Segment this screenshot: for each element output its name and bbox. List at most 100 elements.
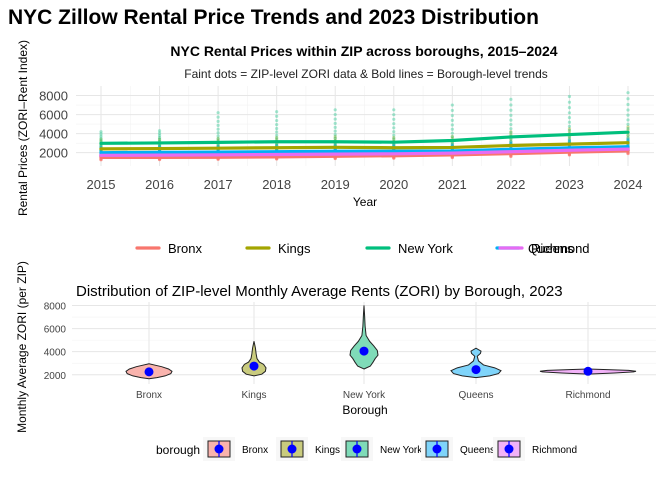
zip-dot-kings [567,137,572,141]
zip-dot-bronx [567,153,572,157]
zip-dot-new-york [392,122,396,126]
zip-dot-new-york [157,137,162,142]
zip-dot-new-york [509,122,513,127]
zip-dot-new-york [216,127,220,131]
zip-dot-kings [275,143,279,147]
zip-dot-new-york [157,144,162,148]
zip-dot-kings [509,130,513,134]
zip-dot-new-york [157,131,162,135]
x-tick-label: Queens [458,390,493,401]
zip-dot-new-york [275,133,279,137]
y-tick-label: 4000 [44,348,67,359]
line-chart-y-ticks: 2000 4000 6000 8000 [39,89,68,161]
zip-dot-bronx [567,153,572,157]
zip-dot-kings [626,133,630,137]
zip-dot-new-york [450,108,454,113]
series-line-kings [99,141,630,151]
zip-dot-new-york [275,118,279,123]
zip-dot-new-york [567,124,572,129]
zip-dot-new-york [450,118,454,122]
zip-dot-new-york [157,129,162,133]
zip-dot-new-york [99,130,103,134]
zip-dot-new-york [275,114,279,118]
panel-violin-chart: Distribution of ZIP-level Monthly Averag… [15,261,656,461]
zip-dot-new-york [567,111,572,115]
zip-dot-kings [392,135,396,140]
zip-dot-kings [450,142,454,147]
violin-new-york [349,305,379,370]
line-chart-x-ticks: 2015 2016 2017 2018 2019 2020 2021 2022 2023 2024 [87,177,643,192]
zip-dot-new-york [567,100,572,104]
zip-dot-new-york [157,133,162,137]
zip-dot-new-york [509,113,513,117]
zip-dot-new-york [626,133,630,138]
zip-dot-kings [567,127,572,131]
legend-label-new-york: New York [380,445,423,456]
zip-dot-new-york [450,135,454,139]
zip-dot-new-york [99,138,103,142]
zip-dot-kings [509,139,513,143]
zip-dot-kings [509,132,513,136]
x-tick-label: 2019 [321,177,350,192]
x-tick-label: Bronx [136,390,162,401]
zip-dot-new-york [450,123,454,127]
zip-dot-new-york [275,130,279,134]
y-tick-label: 6000 [39,108,68,123]
series-line-richmond [99,147,630,157]
zip-dot-new-york [216,119,220,123]
zip-dot-new-york [509,97,513,101]
zip-dot-queens [392,143,396,147]
zip-dot-new-york [626,97,630,101]
zip-dot-new-york [392,113,396,117]
zip-dot-new-york [567,116,572,120]
violin-chart-x-axis-label: Borough [342,403,387,417]
zip-dot-bronx [509,154,513,158]
zip-dot-bronx [567,153,572,157]
y-tick-label: 8000 [44,301,67,312]
zip-dot-new-york [509,103,513,107]
zip-dot-kings [567,139,572,143]
zip-dot-new-york [626,126,630,131]
zip-dot-kings [626,125,630,129]
x-tick-label: 2023 [555,177,584,192]
legend-label-kings: Kings [315,445,340,456]
zip-dot-queens [567,138,572,142]
line-chart-y-axis-label: Rental Prices (ZORI–Rent Index) [16,40,30,216]
panel-line-chart: NYC Rental Prices within ZIP across boro… [39,43,654,256]
zip-dot-new-york [450,131,454,135]
zip-dot-bronx [509,154,513,158]
zip-dot-new-york [333,133,337,137]
y-tick-label: 6000 [44,325,67,336]
y-tick-label: 2000 [39,146,68,161]
zip-dot-new-york [333,121,337,125]
zip-dot-new-york [450,113,454,118]
x-tick-label: 2017 [204,177,233,192]
line-chart-subtitle: Faint dots = ZIP-level ZORI data & Bold … [184,67,548,81]
zip-dot-new-york [333,117,337,121]
zip-dot-new-york [509,139,513,144]
zip-dot-new-york [392,136,396,141]
zip-dot-kings [450,134,454,139]
line-chart-title: NYC Rental Prices within ZIP across boro… [170,43,557,59]
line-chart-x-axis-label: Year [353,195,377,209]
legend-label-queens: Queens [460,445,495,456]
zip-dot-new-york [99,136,103,140]
legend-key-mean-dot [287,444,297,454]
zip-dot-kings [216,136,220,140]
zip-dot-new-york [626,108,630,112]
zip-dot-new-york [450,127,454,131]
violin-chart-violins [125,305,637,380]
zip-dot-new-york [275,110,279,114]
legend-label-richmond: Richmond [531,241,590,256]
zip-dot-bronx [626,152,630,156]
zip-dot-kings [99,137,103,141]
zip-dot-new-york [275,136,279,141]
zip-dot-new-york [392,130,396,134]
zip-dot-new-york [392,117,396,121]
zip-dot-new-york [450,141,454,145]
zip-dot-new-york [509,108,513,112]
violin-chart-x-ticks: Bronx Kings New York Queens Richmond [136,390,611,401]
violin-chart-title: Distribution of ZIP-level Monthly Averag… [76,283,563,300]
y-tick-label: 4000 [39,127,68,142]
